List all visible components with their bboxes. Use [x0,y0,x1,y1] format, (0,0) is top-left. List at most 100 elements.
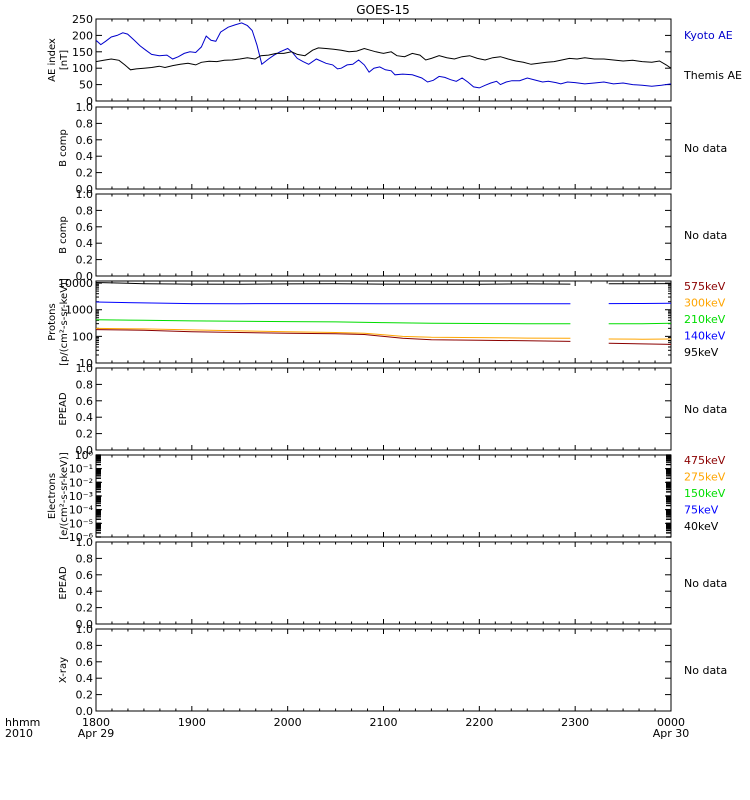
y-tick-label: 0.8 [76,204,94,217]
legend-entry: Kyoto AE [684,29,733,42]
legend-entry: 40keV [684,520,719,533]
year-label: 2010 [5,727,33,740]
x-tick-label: 1800 [82,716,110,729]
y-tick-label: 0.4 [76,150,94,163]
series-line-140kev [96,301,571,305]
y-tick-label: 0.2 [76,428,94,441]
y-tick-label: 0.6 [76,134,94,147]
y-tick-label: 1.0 [76,188,94,201]
y-tick-label: 0.0 [76,705,94,718]
legend-entry: 275keV [684,471,726,484]
series-line-210kev [96,319,571,325]
no-data-label: No data [684,142,727,155]
y-tick-label: 0.2 [76,602,94,615]
y-tick-label: 0.2 [76,254,94,267]
y-tick-label: 10⁰ [75,449,94,462]
y-tick-label: 0.4 [76,672,94,685]
y-tick-label: 10⁻² [69,476,93,489]
legend-entry: 140keV [684,330,726,343]
series-line-575kev [96,329,571,342]
panel-frame [95,367,672,451]
series-line-575kev [608,342,671,345]
y-axis-label: Protons [47,303,58,340]
y-tick-label: 1.0 [76,101,94,114]
y-tick-label: 10⁻³ [69,490,93,503]
panel-3: 0.0 0.2 0.4 0.6 0.8 1.0 B comp No data [58,188,727,283]
panel-4: 10 100 1000 10000 Protons [p/(cm²-s-sr-keV)] 5… [47,277,726,370]
x-tick-date-label: Apr 29 [78,727,115,740]
panel-2: 0.0 0.2 0.4 0.6 0.8 1.0 B comp No data [58,101,727,196]
y-axis-label: Electrons [47,473,58,519]
y-tick-label: 1.0 [76,362,94,375]
y-tick-label: 0.0 [76,270,94,283]
y-axis-label: X-ray [58,657,69,683]
series-line-300kev [96,327,571,339]
legend-entry: 95keV [684,346,719,359]
y-tick-label: 10⁻⁶ [69,531,94,544]
legend-entry: 75keV [684,504,719,517]
y-tick-label: 0.4 [76,237,94,250]
panel-frame [95,18,672,102]
y-tick-label: 100 [72,62,93,75]
panel-frame [95,628,672,712]
no-data-label: No data [684,577,727,590]
y-axis-label: [e/(cm²-s-sr-keV)] [59,452,70,540]
y-tick-label: 10⁻⁵ [69,517,93,530]
time-unit-label: hhmm [5,716,40,729]
legend-entry: Themis AE [683,69,742,82]
x-tick-label: 2100 [370,716,398,729]
y-tick-label: 10⁻¹ [69,463,93,476]
series-line-95kev [96,282,571,285]
y-tick-label: 10⁻⁴ [69,504,94,517]
y-tick-label: 0.4 [76,411,94,424]
x-tick-label: 2000 [274,716,302,729]
y-axis-label: B comp [58,216,69,254]
x-tick-label: 2200 [465,716,493,729]
y-axis-label: [p/(cm²-s-sr-keV)] [59,278,70,366]
x-tick-label: 1900 [178,716,206,729]
y-axis-label: EPEAD [58,392,69,426]
y-tick-label: 0.8 [76,117,94,130]
y-tick-label: 0.0 [76,618,94,631]
y-tick-label: 200 [72,29,93,42]
legend-entry: 300keV [684,297,726,310]
y-tick-label: 1.0 [76,623,94,636]
series-line-themis-ae [96,47,671,71]
y-tick-label: 50 [79,79,93,92]
x-tick-label: 0000 [657,716,685,729]
y-tick-label: 0.2 [76,689,94,702]
panel-frame [95,193,672,277]
y-tick-label: 250 [72,13,93,26]
legend-entry: 575keV [684,280,726,293]
panel-frame [95,280,672,364]
y-axis-label: B comp [58,129,69,167]
y-tick-label: 0.0 [76,183,94,196]
panel-frame [95,454,672,538]
y-tick-label: 0.2 [76,167,94,180]
y-tick-label: 150 [72,46,93,59]
y-tick-label: 10 [79,357,93,370]
panel-8: 0.0 0.2 0.4 0.6 0.8 1.0 X-ray No data [58,623,727,718]
panel-frame [95,541,672,625]
panel-5: 0.0 0.2 0.4 0.6 0.8 1.0 EPEAD No data [58,362,727,457]
y-axis-label: EPEAD [58,566,69,600]
panel-7: 0.0 0.2 0.4 0.6 0.8 1.0 EPEAD No data [58,536,727,631]
x-tick-label: 2300 [561,716,589,729]
x-tick-date-label: Apr 30 [653,727,690,740]
y-tick-label: 100 [72,330,93,343]
y-tick-label: 1000 [65,304,93,317]
series-line-kyoto-ae [96,22,671,89]
y-tick-label: 1.0 [76,536,94,549]
legend-entry: 150keV [684,487,726,500]
no-data-label: No data [684,229,727,242]
y-tick-label: 0.8 [76,552,94,565]
y-tick-label: 0.6 [76,221,94,234]
y-tick-label: 0.8 [76,378,94,391]
chart-title: GOES-15 [356,3,410,17]
y-tick-label: 0.0 [76,444,94,457]
y-tick-label: 0.4 [76,585,94,598]
y-tick-label: 0.6 [76,569,94,582]
